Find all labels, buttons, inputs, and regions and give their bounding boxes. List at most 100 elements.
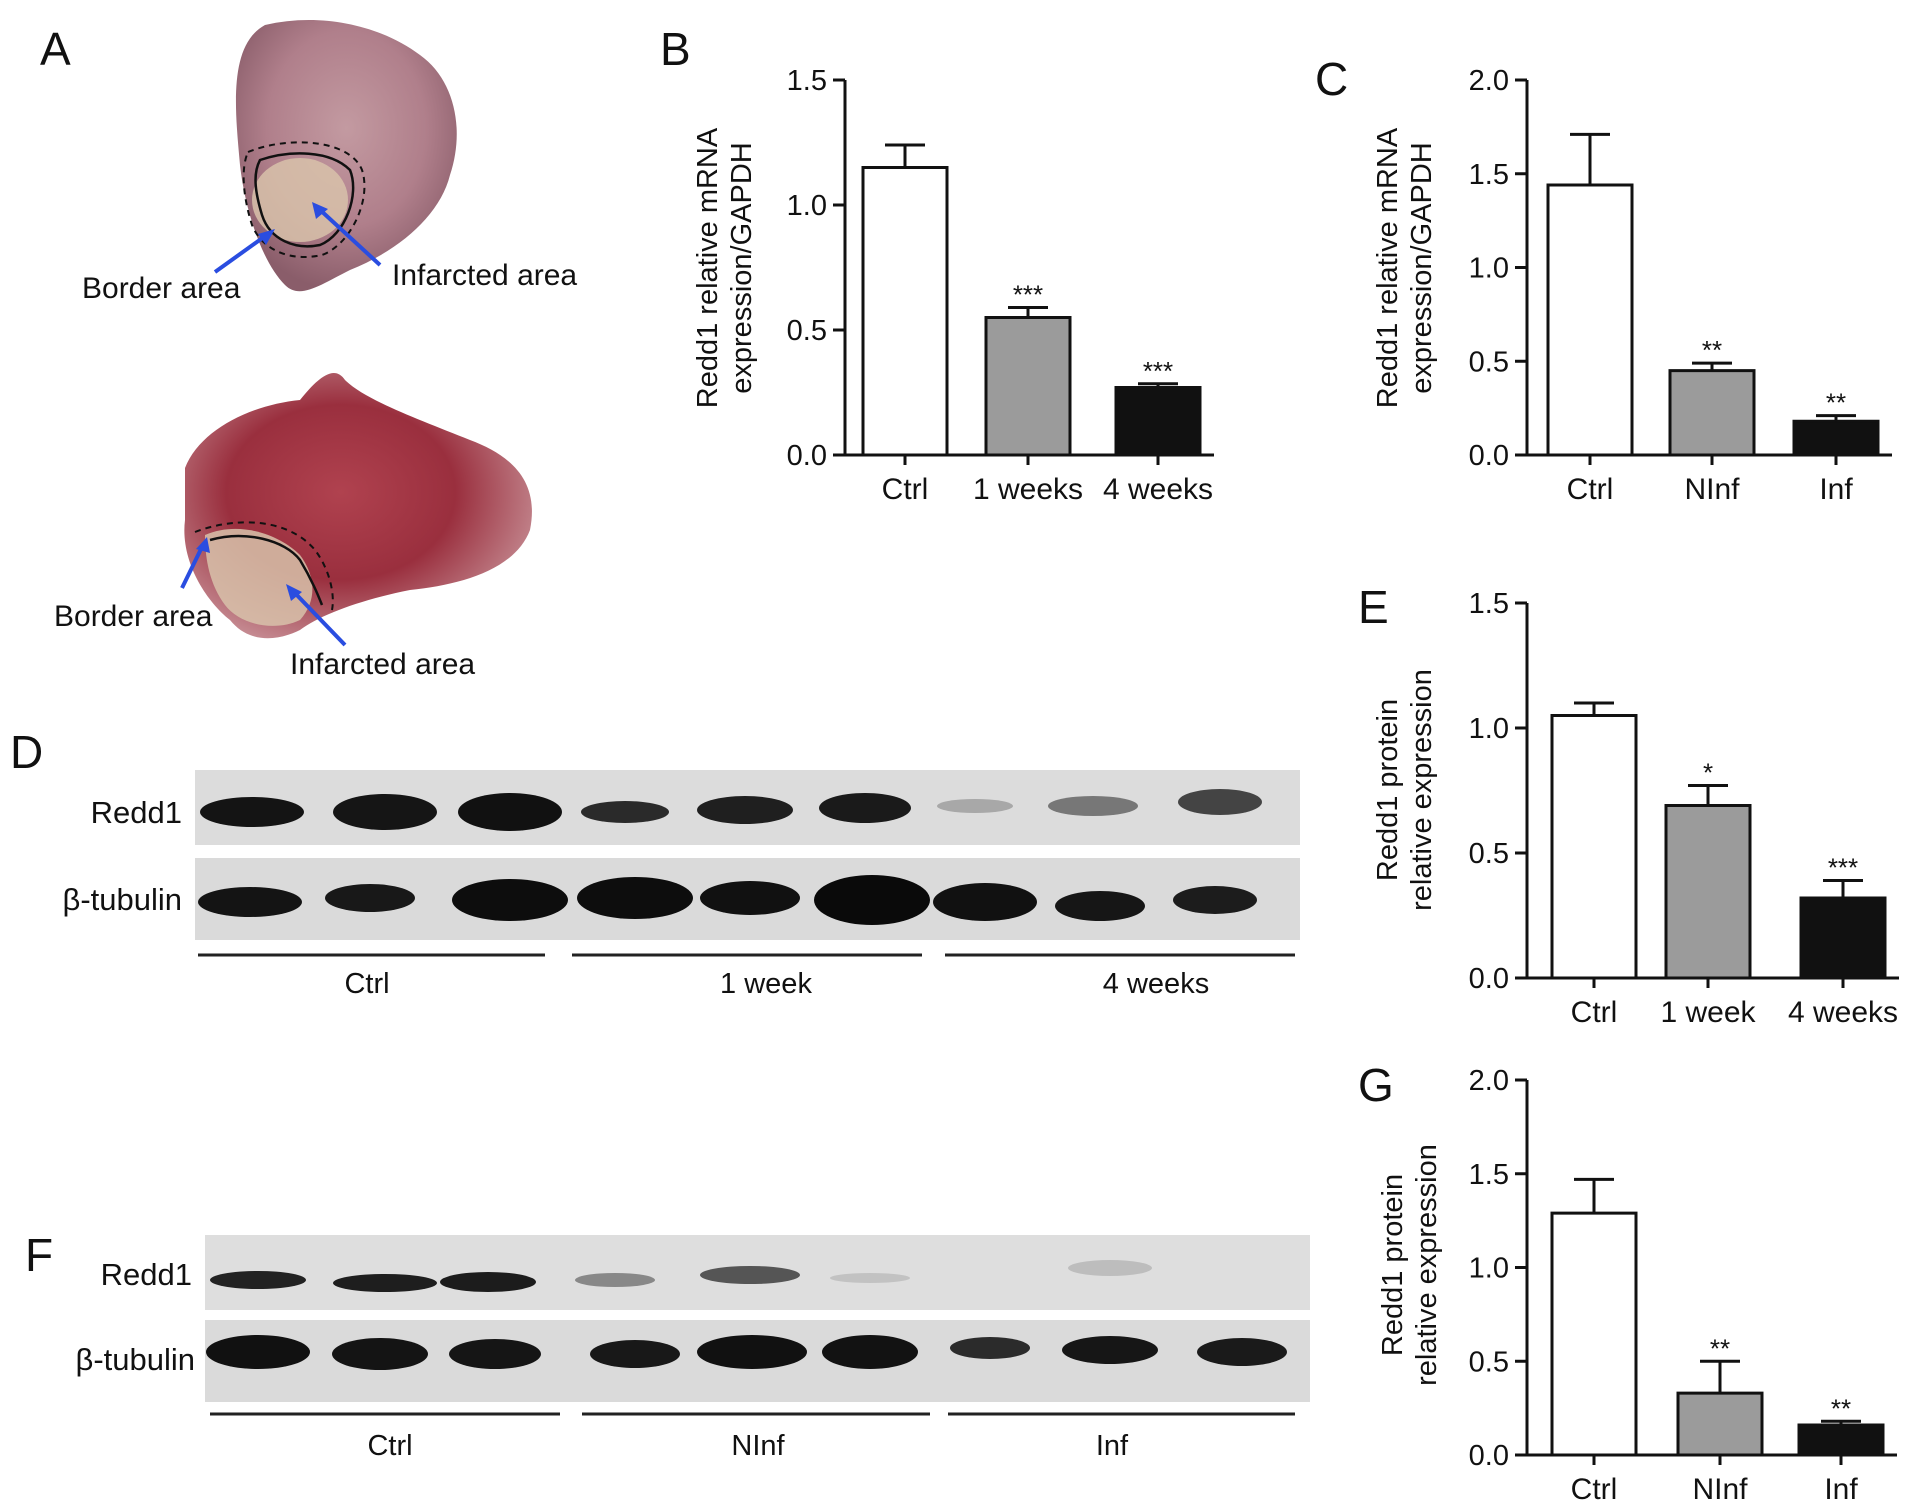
- significance-label: ***: [1828, 853, 1858, 883]
- band: [1068, 1260, 1152, 1276]
- band: [333, 794, 437, 830]
- panel-letter-e: E: [1358, 581, 1389, 633]
- border-area-label-top: Border area: [82, 272, 241, 305]
- blot-d-group-ctrl: Ctrl: [344, 968, 390, 1000]
- x-tick-label: NInf: [1692, 1473, 1748, 1506]
- y-tick-label: 1.0: [787, 190, 827, 222]
- x-tick-label: NInf: [1684, 473, 1740, 506]
- band: [937, 799, 1013, 813]
- x-tick-label: Ctrl: [1571, 1473, 1618, 1506]
- band: [581, 801, 669, 823]
- bar: [1799, 896, 1887, 980]
- y-tick-label: 0.0: [787, 440, 827, 472]
- y-tick-label: 1.0: [1469, 713, 1509, 745]
- y-tick-label: 0.0: [1469, 1440, 1509, 1472]
- bar: [861, 166, 949, 457]
- band: [590, 1340, 680, 1368]
- band: [1197, 1338, 1287, 1366]
- bar: [1668, 369, 1756, 457]
- significance-label: **: [1831, 1393, 1851, 1423]
- infarcted-area-label-bottom: Infarcted area: [290, 648, 476, 681]
- bar: [1792, 419, 1880, 457]
- blot-f-group-ninf: NInf: [731, 1430, 785, 1462]
- panel-letter-d: D: [10, 726, 44, 778]
- band: [700, 1266, 800, 1284]
- panel-letter-b: B: [660, 23, 691, 75]
- bar: [1664, 804, 1752, 980]
- bar: [1114, 386, 1202, 457]
- band: [449, 1339, 541, 1369]
- blot-d-group-4weeks: 4 weeks: [1102, 968, 1210, 1000]
- blot-d-tubulin-bands: [198, 875, 1257, 925]
- panel-letter-a: A: [40, 23, 71, 75]
- y-tick-label: 0.0: [1469, 440, 1509, 472]
- y-tick-label: 0.5: [1469, 838, 1509, 870]
- x-tick-label: Inf: [1824, 1473, 1858, 1506]
- band: [206, 1335, 310, 1369]
- panel-letter-g: G: [1358, 1059, 1394, 1111]
- x-tick-label: 1 weeks: [973, 473, 1083, 506]
- significance-label: ***: [1013, 280, 1043, 310]
- band: [819, 793, 911, 823]
- band: [575, 1273, 655, 1287]
- y-tick-label: 1.5: [1469, 1159, 1509, 1191]
- band: [198, 887, 302, 917]
- blot-f-tubulin-bands: [206, 1335, 1287, 1370]
- y-tick-label: 0.0: [1469, 963, 1509, 995]
- x-tick-label: 1 week: [1660, 996, 1756, 1029]
- blot-f-group-inf: Inf: [1095, 1430, 1129, 1462]
- y-tick-label: 0.5: [787, 315, 827, 347]
- heart-tissue-photos: [180, 19, 532, 647]
- infarct-zone-bottom: [205, 528, 313, 626]
- y-tick-label: 0.5: [1469, 346, 1509, 378]
- x-tick-label: Ctrl: [1571, 996, 1618, 1029]
- y-tick-label: 1.5: [787, 65, 827, 97]
- bar: [1797, 1423, 1885, 1457]
- panel-letter-f: F: [25, 1229, 54, 1281]
- bar-chart-g: 0.0 0.5 1.0 1.5 2.0 Ctrl NInf ** Inf **: [1469, 1065, 1897, 1506]
- blot-f-row-tubulin: β-tubulin: [75, 1342, 195, 1377]
- band: [577, 877, 693, 919]
- band: [830, 1273, 910, 1283]
- significance-label: *: [1703, 758, 1713, 788]
- band: [814, 875, 930, 925]
- infarct-outline-bottom: [209, 534, 324, 606]
- blot-d-redd1-bands: [200, 789, 1262, 831]
- y-tick-label: 0.5: [1469, 1346, 1509, 1378]
- infarct-zone-top: [252, 158, 348, 242]
- bar: [1546, 183, 1634, 457]
- x-tick-label: 4 weeks: [1103, 473, 1213, 506]
- x-tick-label: Ctrl: [882, 473, 929, 506]
- y-tick-label: 1.0: [1469, 1253, 1509, 1285]
- y-tick-label: 2.0: [1469, 1065, 1509, 1097]
- bar: [984, 316, 1072, 457]
- border-outline-top: [242, 141, 366, 258]
- band: [1173, 886, 1257, 914]
- infarct-outline-top: [254, 152, 355, 248]
- band: [1062, 1336, 1158, 1364]
- bar: [1550, 714, 1638, 980]
- x-tick-label: 4 weeks: [1788, 996, 1898, 1029]
- y-tick-label: 1.5: [1469, 588, 1509, 620]
- band: [333, 1274, 437, 1292]
- band: [950, 1337, 1030, 1359]
- band: [440, 1272, 536, 1292]
- band: [458, 793, 562, 831]
- band: [452, 879, 568, 921]
- band: [325, 884, 415, 912]
- band: [697, 1335, 807, 1369]
- x-tick-label: Ctrl: [1567, 473, 1614, 506]
- band: [1048, 796, 1138, 816]
- blot-d-group-1week: 1 week: [720, 968, 812, 1000]
- border-area-label-bottom: Border area: [54, 600, 213, 633]
- panel-letter-c: C: [1315, 53, 1349, 105]
- blot-d-row-redd1: Redd1: [90, 795, 182, 830]
- top-heart-specimen: [235, 19, 457, 292]
- y-tick-label: 2.0: [1469, 65, 1509, 97]
- blot-d-row-tubulin: β-tubulin: [62, 882, 182, 917]
- band: [822, 1335, 918, 1369]
- band: [332, 1338, 428, 1370]
- band: [1178, 789, 1262, 815]
- bar-chart-e: 0.0 0.5 1.0 1.5 Ctrl 1 week * 4 weeks ***: [1469, 588, 1899, 1029]
